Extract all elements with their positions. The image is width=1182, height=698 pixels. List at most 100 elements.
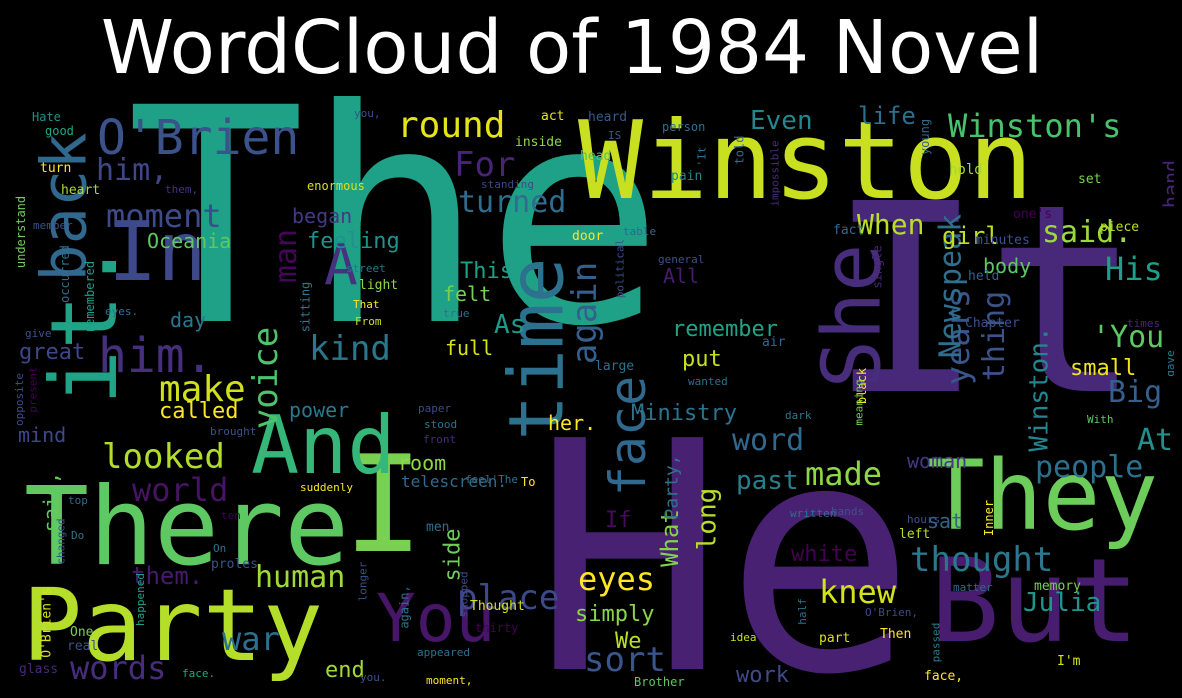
cloud-word: human: [255, 560, 346, 595]
cloud-word: air: [762, 335, 786, 350]
cloud-word: large: [595, 359, 635, 374]
cloud-word: power: [289, 398, 350, 422]
cloud-word: One: [70, 625, 94, 640]
page-title: WordCloud of 1984 Novel: [100, 5, 1044, 91]
cloud-word: top: [68, 494, 88, 507]
cloud-word: head: [580, 149, 612, 164]
cloud-word: street: [346, 262, 386, 275]
cloud-word: proles: [211, 557, 258, 572]
cloud-word: looked: [102, 437, 225, 477]
cloud-word: him.: [98, 328, 214, 384]
cloud-word: them,: [165, 183, 199, 196]
cloud-word: moment,: [426, 674, 473, 687]
cloud-word: you,: [354, 107, 381, 120]
cloud-word: Party: [22, 567, 324, 684]
cloud-word: light: [359, 278, 399, 293]
cloud-word: began: [292, 204, 353, 228]
cloud-word: passed: [929, 622, 943, 663]
cloud-word: Big: [1108, 375, 1163, 410]
word-cloud: The He It Winston There I But They Party In back it…: [10, 96, 1174, 690]
cloud-word: front: [423, 433, 457, 446]
cloud-word: life: [858, 102, 916, 130]
cloud-word: hand: [1159, 159, 1174, 209]
cloud-word: We: [615, 629, 642, 654]
cloud-word: O'Brien's: [39, 587, 55, 658]
cloud-word: impossible: [768, 140, 782, 207]
cloud-word: heart: [61, 183, 101, 198]
cloud-word: girl: [942, 222, 1000, 250]
cloud-word: feel'The: [465, 473, 518, 486]
cloud-word: stood: [424, 418, 458, 431]
cloud-word: words: [70, 649, 167, 687]
cloud-word: Thought: [470, 599, 525, 614]
cloud-word: act: [541, 109, 565, 124]
cloud-word: eyes: [578, 560, 656, 598]
cloud-word: body: [983, 254, 1032, 278]
cloud-word: minutes: [975, 233, 1030, 248]
cloud-word: people: [1035, 450, 1144, 485]
cloud-word: suddenly: [300, 481, 353, 494]
cloud-word: With: [1087, 413, 1114, 426]
cloud-word: round: [397, 105, 506, 146]
cloud-word: Then: [880, 627, 912, 642]
cloud-word: work: [736, 663, 789, 688]
cloud-word: O'Brien: [97, 110, 300, 166]
cloud-word: Inner: [982, 499, 997, 537]
cloud-word: hours: [907, 513, 941, 526]
cloud-word: 'It: [695, 146, 709, 167]
cloud-word: great: [19, 340, 86, 365]
cloud-word: again: [565, 261, 606, 365]
cloud-word: written: [790, 507, 837, 520]
cloud-word: You: [376, 580, 496, 657]
cloud-word: opposite: [12, 373, 26, 426]
cloud-word: face,: [924, 669, 964, 684]
cloud-word: Julia: [1023, 588, 1102, 618]
cloud-word: remember: [672, 317, 778, 342]
cloud-word: Winston's: [948, 107, 1122, 145]
cloud-word: young: [918, 118, 933, 156]
cloud-word: end: [325, 658, 365, 683]
cloud-word: A: [324, 233, 358, 298]
cloud-word: longer: [356, 561, 370, 602]
cloud-word: IS: [608, 129, 622, 142]
cloud-word: woman: [907, 449, 968, 473]
cloud-word: thought: [910, 540, 1054, 580]
cloud-word: fact: [833, 223, 865, 238]
cloud-word: give: [25, 327, 52, 340]
cloud-word: single: [870, 245, 885, 289]
cloud-word: Chapter: [965, 316, 1020, 331]
cloud-word: world: [132, 471, 229, 509]
cloud-word: small: [1070, 356, 1137, 381]
cloud-word: O'Brien,: [865, 606, 918, 619]
cloud-word: hands: [831, 505, 865, 518]
cloud-word: felt: [443, 282, 492, 306]
cloud-word: voice: [246, 326, 287, 430]
cloud-word: remembered: [83, 260, 98, 334]
cloud-word: real: [67, 639, 99, 654]
cloud-word: left: [899, 527, 931, 542]
cloud-word: meaning: [852, 379, 866, 426]
cloud-word: you.: [360, 671, 387, 684]
cloud-word: I'm: [1057, 654, 1081, 669]
cloud-word: memory: [1034, 579, 1081, 594]
cloud-word: moment: [106, 197, 222, 235]
cloud-word: full: [445, 336, 494, 360]
cloud-word: When: [857, 208, 925, 241]
cloud-word: But: [930, 534, 1140, 669]
cloud-word: It: [827, 148, 1143, 453]
cloud-word: On: [213, 542, 227, 555]
cloud-word: held: [968, 269, 1000, 284]
cloud-word: At: [1137, 423, 1174, 458]
cloud-word: heard: [588, 110, 628, 125]
cloud-word: true: [443, 307, 470, 320]
cloud-word: half: [795, 598, 809, 625]
cloud-word: thing: [977, 290, 1013, 382]
cloud-word: sitting: [298, 281, 313, 333]
cloud-word: set: [1078, 172, 1102, 187]
cloud-word: called: [159, 399, 239, 424]
cloud-word: Oceania: [147, 229, 232, 253]
cloud-word: face.: [182, 667, 216, 680]
cloud-word: told: [732, 135, 747, 165]
cloud-word: room: [398, 451, 447, 475]
